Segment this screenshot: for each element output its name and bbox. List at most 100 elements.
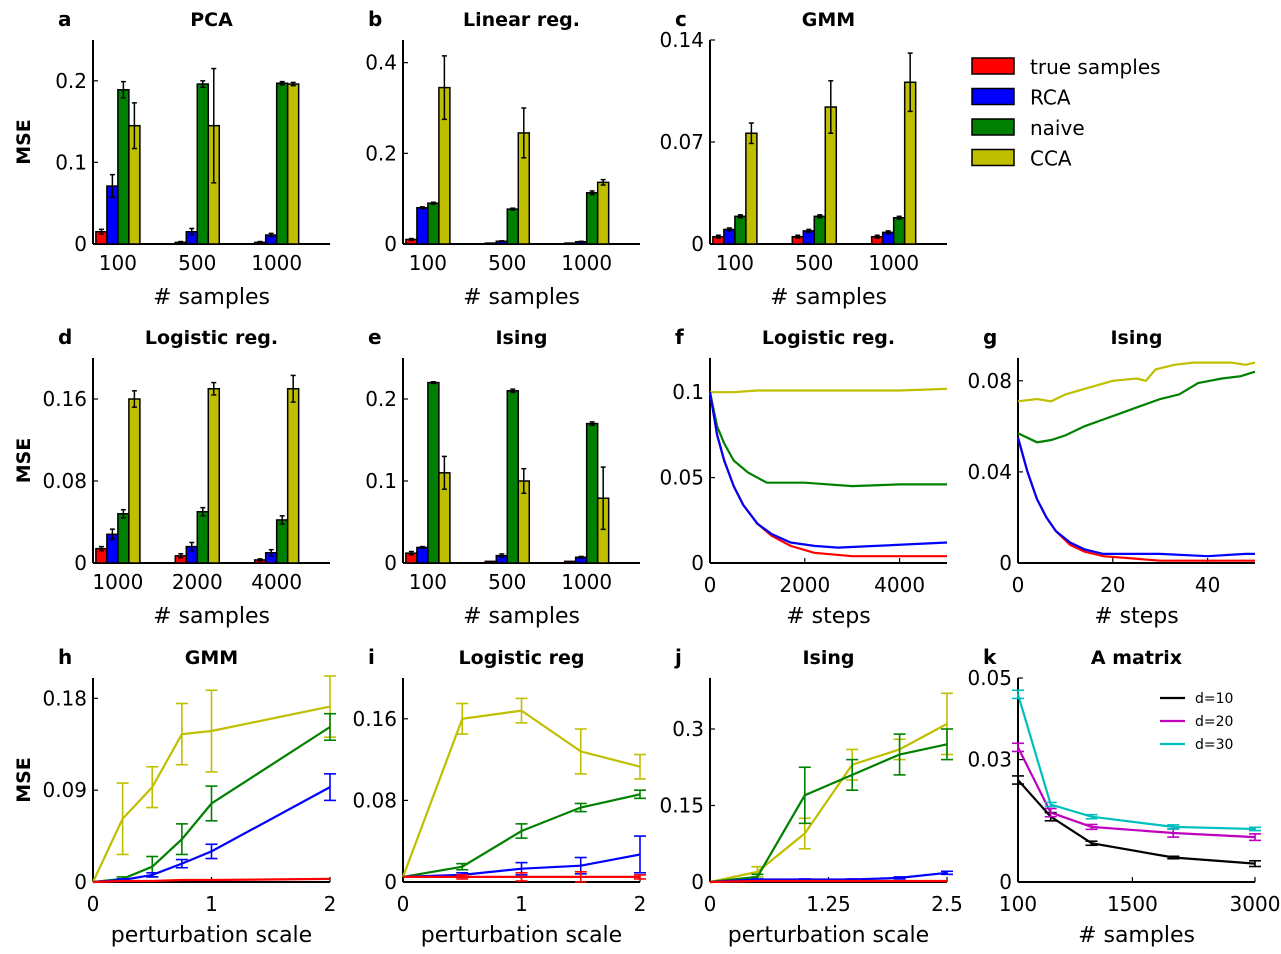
bar xyxy=(207,388,221,564)
series-line xyxy=(92,877,331,884)
legend-label: true samples xyxy=(1030,55,1161,79)
legend-swatch xyxy=(971,148,1015,167)
y-tick-label: 0 xyxy=(999,551,1012,575)
panel-k: k A matrix 0 0.03 0.05 # samples 100 1500 3000 d=… xyxy=(967,645,1280,948)
legend-swatch xyxy=(971,118,1015,136)
y-tick-label: 0 xyxy=(384,232,397,256)
x-axis-label: # samples xyxy=(770,285,887,310)
panel-letter: b xyxy=(368,7,382,31)
x-tick-label: 1000 xyxy=(868,251,919,275)
panel-i: i Logistic reg 0 0.08 0.16 perturbation scale… xyxy=(352,645,646,948)
y-tick-label: 0 xyxy=(691,232,704,256)
panel-title: Logistic reg. xyxy=(762,327,895,349)
x-axis-label: perturbation scale xyxy=(421,923,622,948)
bar xyxy=(484,560,498,564)
panel-title: GMM xyxy=(185,647,238,669)
x-tick-label: 2 xyxy=(324,892,337,916)
bar xyxy=(196,511,210,564)
panel-title: PCA xyxy=(190,9,233,31)
x-axis-label: # samples xyxy=(153,604,270,629)
x-tick-label: 1000 xyxy=(561,570,612,594)
y-tick-label: 0.09 xyxy=(42,778,87,802)
bar xyxy=(745,132,758,245)
panel-title: Logistic reg xyxy=(459,647,585,669)
series-line xyxy=(1017,370,1256,444)
panel-legend: d=10 d=20 d=30 xyxy=(1160,691,1233,753)
x-tick-label: 100 xyxy=(409,570,447,594)
y-tick-label: 0 xyxy=(384,870,397,894)
panel-letter: g xyxy=(983,325,997,349)
x-tick-label: 100 xyxy=(999,892,1037,916)
y-tick-label: 0 xyxy=(74,870,87,894)
panel-letter: c xyxy=(675,7,687,31)
x-tick-label: 500 xyxy=(178,251,216,275)
panel-b: b Linear reg. 0 0.2 0.4 # samples 100 500 1000 xyxy=(365,7,640,310)
series-line xyxy=(708,392,947,558)
panel-letter: e xyxy=(368,325,382,349)
y-tick-label: 0.07 xyxy=(659,130,704,154)
x-tick-label: 100 xyxy=(716,251,754,275)
y-tick-label: 0 xyxy=(74,551,87,575)
y-tick-label: 0.08 xyxy=(967,369,1012,393)
bar xyxy=(596,181,610,245)
series-line xyxy=(710,387,948,394)
x-tick-label: 100 xyxy=(99,251,137,275)
bar xyxy=(506,390,520,564)
x-tick-label: 1500 xyxy=(1107,892,1158,916)
bar xyxy=(286,388,300,564)
bar xyxy=(734,215,747,245)
panel-title: Linear reg. xyxy=(463,9,580,31)
bar xyxy=(506,208,520,245)
legend-label: CCA xyxy=(1030,147,1072,171)
y-tick-label: 0.08 xyxy=(352,788,397,812)
y-axis-label: MSE xyxy=(13,438,35,484)
x-tick-label: 2000 xyxy=(779,573,830,597)
panel-letter: i xyxy=(368,645,375,669)
series-line xyxy=(1017,361,1256,403)
x-tick-label: 1000 xyxy=(92,570,143,594)
x-tick-label: 0 xyxy=(704,573,717,597)
series-line xyxy=(1016,437,1255,562)
y-tick-label: 0.05 xyxy=(659,466,704,490)
main-legend: true samples RCA naive CCA xyxy=(971,55,1161,171)
y-tick-label: 0 xyxy=(999,870,1012,894)
x-tick-label: 1 xyxy=(205,892,218,916)
bar xyxy=(585,192,599,245)
panel-j: j Ising 0 0.15 0.3 perturbation scale 0 1.25 2.5 xyxy=(659,645,962,948)
panel-letter: k xyxy=(983,645,997,669)
series-line xyxy=(1016,437,1255,558)
panel-title: GMM xyxy=(802,9,855,31)
panel-h: h GMM 0 0.09 0.18 MSE perturbation scale 0 1 2 xyxy=(13,645,336,948)
y-tick-label: 0.2 xyxy=(365,141,397,165)
x-axis-label: perturbation scale xyxy=(728,923,929,948)
panel-title: Ising xyxy=(802,647,854,669)
x-tick-label: 2 xyxy=(634,892,647,916)
y-tick-label: 0.16 xyxy=(42,387,87,411)
bar xyxy=(416,206,429,245)
bar xyxy=(563,242,577,245)
y-tick-label: 0.3 xyxy=(672,717,704,741)
panel-title: Ising xyxy=(1110,327,1162,349)
y-tick-label: 0.16 xyxy=(352,707,397,731)
series-line xyxy=(92,705,331,883)
legend-label: d=20 xyxy=(1195,714,1233,730)
x-tick-label: 20 xyxy=(1100,573,1125,597)
bar xyxy=(585,422,599,564)
panel-e: e Ising 0 0.1 0.2 # samples 100 500 1000 xyxy=(365,325,640,629)
series-line xyxy=(709,879,947,884)
x-axis-label: # samples xyxy=(1078,923,1195,948)
x-tick-label: 0 xyxy=(397,892,410,916)
x-tick-label: 0 xyxy=(87,892,100,916)
x-axis-label: # steps xyxy=(786,604,870,629)
y-tick-label: 0.14 xyxy=(659,28,704,52)
x-tick-label: 40 xyxy=(1195,573,1220,597)
x-tick-label: 4000 xyxy=(874,573,925,597)
y-axis-label: MSE xyxy=(13,757,35,803)
x-tick-label: 500 xyxy=(488,570,526,594)
bar xyxy=(117,513,130,564)
panel-letter: d xyxy=(58,325,72,349)
panel-title: A matrix xyxy=(1091,647,1182,669)
y-tick-label: 0 xyxy=(384,551,397,575)
panel-f: f Logistic reg. 0 0.05 0.1 # steps 0 2000 4000 xyxy=(659,325,948,629)
x-tick-label: 3000 xyxy=(1230,892,1281,916)
